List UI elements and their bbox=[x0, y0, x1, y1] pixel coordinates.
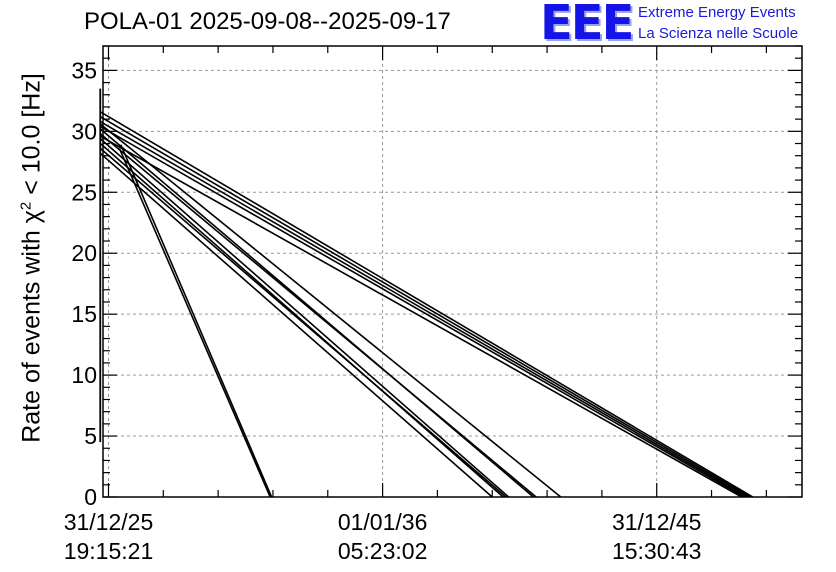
logo-mark: EEE bbox=[540, 0, 634, 51]
series-line-10 bbox=[99, 120, 748, 498]
series-line-7 bbox=[99, 123, 562, 498]
y-tick-label: 5 bbox=[84, 423, 97, 449]
y-axis-label-symbol: χ bbox=[17, 210, 46, 224]
tick-labels: 0 5 10 15 20 25 30 35 31/12/25 19:15:21 01/01/36 05… bbox=[64, 57, 702, 564]
x-tick-label-time: 19:15:21 bbox=[64, 538, 154, 564]
series-line-13 bbox=[118, 148, 271, 498]
y-axis-label-superscript: 2 bbox=[17, 201, 35, 211]
logo-line-1: Extreme Energy Events bbox=[638, 4, 796, 21]
series-line-8 bbox=[99, 111, 754, 498]
series-line-9 bbox=[99, 116, 751, 498]
series-line-1 bbox=[99, 142, 504, 498]
series-lines bbox=[99, 88, 754, 498]
x-tick-label-time: 05:23:02 bbox=[338, 538, 428, 564]
plot-frame bbox=[102, 45, 803, 498]
y-tick-label: 10 bbox=[71, 362, 97, 388]
series-line-2 bbox=[99, 147, 507, 498]
series-line-3 bbox=[99, 137, 510, 498]
series-line-4 bbox=[99, 152, 493, 498]
logo-line-2: La Scienza nelle Scuole bbox=[638, 25, 799, 42]
series-line-11 bbox=[99, 125, 745, 498]
eee-logo: EEE Extreme Energy Events La Scienza nel… bbox=[540, 0, 830, 51]
axes bbox=[102, 45, 803, 498]
series-line-12 bbox=[99, 135, 743, 498]
x-tick-label-date: 01/01/36 bbox=[338, 509, 428, 535]
x-tick-label-date: 31/12/25 bbox=[64, 509, 154, 535]
y-tick-label: 25 bbox=[71, 179, 97, 205]
y-axis-label-prefix: Rate of events with bbox=[17, 223, 46, 443]
y-tick-label: 30 bbox=[71, 118, 97, 144]
y-axis-label: Rate of events with χ2 < 10.0 [Hz] bbox=[17, 73, 46, 443]
y-tick-label: 20 bbox=[71, 240, 97, 266]
x-tick-label-time: 15:30:43 bbox=[612, 538, 702, 564]
chart-title: POLA-01 2025-09-08--2025-09-17 bbox=[84, 8, 451, 35]
series-line-14 bbox=[120, 144, 273, 498]
y-axis-label-suffix: < 10.0 [Hz] bbox=[17, 73, 46, 202]
y-tick-label: 15 bbox=[71, 301, 97, 327]
y-tick-label: 0 bbox=[84, 484, 97, 510]
series-line-6 bbox=[99, 128, 534, 498]
grid-lines bbox=[103, 46, 802, 497]
y-tick-label: 35 bbox=[71, 57, 97, 83]
x-tick-label-date: 31/12/45 bbox=[612, 509, 702, 535]
series-line-5 bbox=[99, 133, 537, 498]
